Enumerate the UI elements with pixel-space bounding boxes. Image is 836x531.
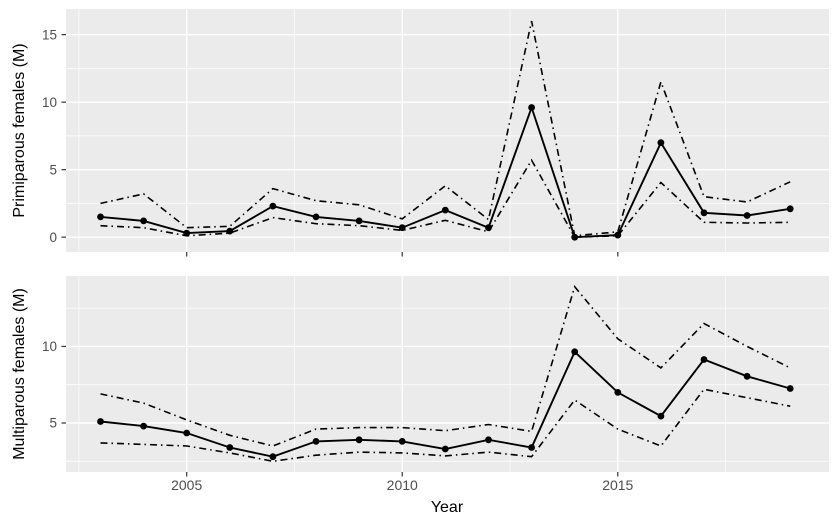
data-point (398, 438, 406, 445)
data-point (614, 231, 622, 239)
data-point (743, 212, 751, 219)
x-tick-label: 2010 (387, 477, 418, 493)
data-point (97, 213, 104, 221)
data-point (528, 444, 535, 451)
data-point (786, 205, 794, 213)
data-point (743, 372, 751, 380)
data-point (700, 209, 708, 217)
x-axis-title: Year (431, 499, 464, 516)
data-point (657, 412, 665, 420)
y-tick-label: 10 (42, 339, 57, 354)
data-point (355, 436, 363, 444)
y-axis-title: Multiparous females (M) (11, 288, 28, 460)
data-point (485, 436, 492, 444)
data-point (657, 139, 665, 147)
data-point (140, 422, 148, 430)
data-point (786, 385, 794, 392)
data-point (441, 206, 449, 214)
y-tick-label: 5 (49, 162, 57, 177)
data-point (485, 224, 492, 232)
data-point (97, 418, 104, 425)
data-point (269, 453, 277, 461)
data-point (398, 224, 406, 232)
bottom-panel: 5 10 2005 2010 2015 Multiparous females (M) (11, 276, 829, 493)
y-tick-label: 10 (42, 95, 57, 110)
x-tick-label: 2005 (171, 477, 202, 493)
y-tick-label: 0 (49, 230, 57, 245)
data-point (571, 348, 579, 356)
data-point (528, 104, 535, 111)
y-tick-label: 15 (42, 27, 57, 42)
y-axis-title: Primiparous females (M) (11, 43, 28, 217)
data-point (312, 213, 320, 221)
y-tick-label: 5 (49, 416, 57, 431)
x-tick-label: 2015 (602, 477, 633, 493)
data-point (571, 233, 579, 241)
data-point (441, 445, 449, 453)
lower-ci-bound-line (100, 158, 791, 239)
data-point (614, 389, 622, 396)
data-point (355, 217, 363, 225)
top-panel: 0 5 10 15 Primiparous females (M) (11, 9, 829, 257)
data-point (140, 217, 148, 225)
data-point (312, 438, 320, 445)
upper-ci-bound-line (100, 285, 791, 447)
panel-background (66, 276, 829, 472)
data-point (700, 356, 708, 363)
upper-ci-bound-line (100, 20, 791, 237)
data-point (269, 202, 277, 210)
data-point (226, 227, 234, 235)
data-point (226, 444, 234, 451)
lower-ci-bound-line (100, 388, 791, 463)
data-point (183, 229, 191, 237)
data-point (183, 429, 191, 437)
panel-background (66, 9, 829, 252)
